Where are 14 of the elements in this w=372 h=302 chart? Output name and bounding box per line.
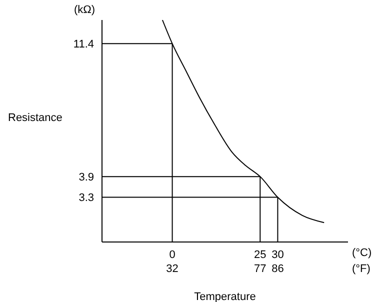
y-tick-label: 3.3 [78, 192, 94, 204]
x-tick-label: 30 [272, 248, 284, 261]
x2-tick-label: 86 [272, 263, 284, 275]
x-tick-label: 0 [169, 248, 176, 261]
text: (°F) [352, 263, 370, 275]
x2-tick-label: 32 [165, 263, 180, 275]
x-tick-label: 25 [254, 248, 266, 261]
y-tick-label: 3.9 [78, 171, 94, 184]
text: (kΩ) [74, 4, 96, 16]
y-axis-title: Resistance [8, 112, 62, 124]
y-tick-label: 11.4 [73, 38, 94, 51]
text: (°C) [352, 247, 372, 259]
x-axis-title: Temperature [194, 291, 256, 302]
x2-tick-label: 77 [254, 263, 266, 275]
